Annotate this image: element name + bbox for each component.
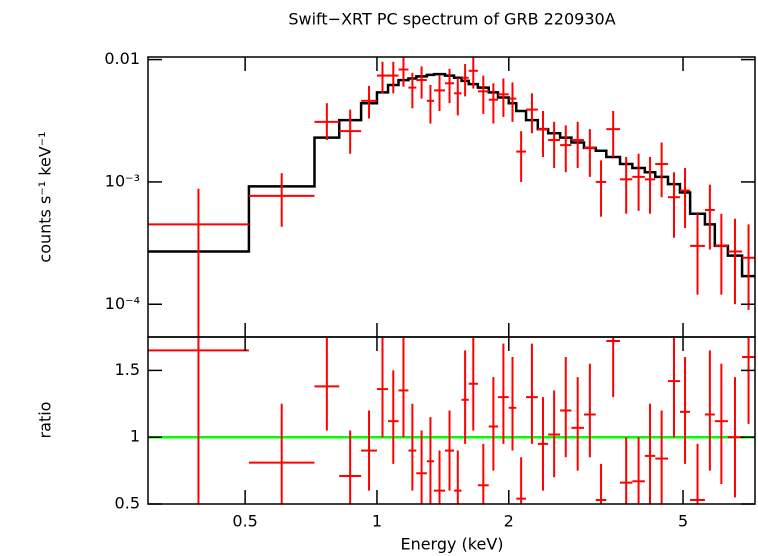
axes: 0.01 10⁻³ 10⁻⁴ 0.5 1 1.5 0.5 1 2 5 xyxy=(104,49,755,531)
y-tick-label: 10⁻³ xyxy=(105,171,140,190)
y-tick-label: 0.5 xyxy=(115,494,140,513)
y-tick-label: 10⁻⁴ xyxy=(105,294,140,313)
x-tick-label: 2 xyxy=(504,512,514,531)
y-axis-label: counts s⁻¹ keV⁻¹ xyxy=(36,131,55,262)
x-axis-label: Energy (keV) xyxy=(400,535,503,554)
x-tick-label: 5 xyxy=(678,512,688,531)
frame xyxy=(147,56,756,338)
x-tick-label: 1 xyxy=(372,512,382,531)
model-step xyxy=(148,72,755,278)
y-tick-label: 0.01 xyxy=(104,49,140,68)
x-tick-label: 0.5 xyxy=(232,512,257,531)
ratio-plot xyxy=(148,337,755,504)
y-tick-label: 1 xyxy=(130,427,140,446)
chart-title: Swift−XRT PC spectrum of GRB 220930A xyxy=(288,10,615,29)
spectrum-plot xyxy=(148,57,755,337)
y-axis-label: ratio xyxy=(36,402,55,439)
y-tick-label: 1.5 xyxy=(115,360,140,379)
frame xyxy=(147,336,756,505)
